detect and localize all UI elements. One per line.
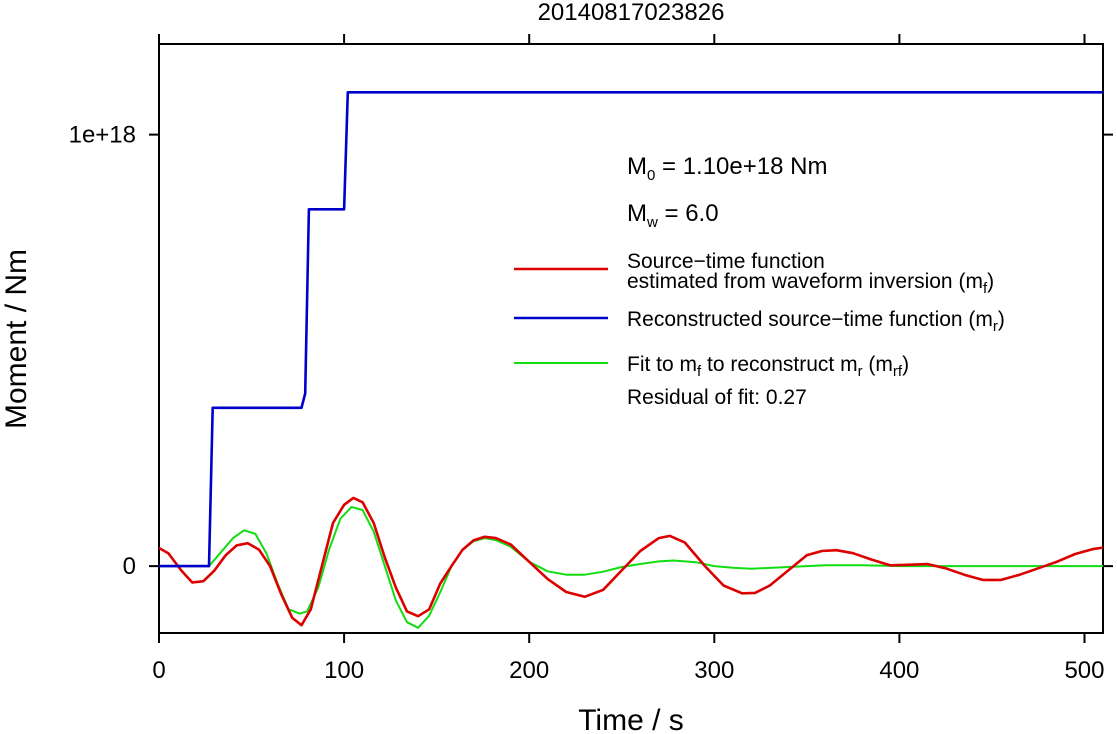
y-tick-label-0: 0 <box>123 553 136 580</box>
m0-annotation: M0 = 1.10e+18 Nm <box>627 153 827 184</box>
series-line-reconstructed <box>159 91 1103 568</box>
series-line-estimated <box>158 496 1104 627</box>
x-tick-label-0: 0 <box>152 657 165 684</box>
legend-label-reconstructed: Reconstructed source−time function (mr) <box>627 308 1005 335</box>
series-line-fit <box>159 506 1103 629</box>
x-tick-label-4: 400 <box>879 657 919 684</box>
legend-label-fit: Fit to mf to reconstruct mr (mrf) <box>627 353 909 380</box>
legend: Source−time function estimated from wave… <box>514 250 1005 409</box>
y-tick-label-1: 1e+18 <box>69 122 136 149</box>
tick-labels: 0 100 200 300 400 500 0 1e+18 <box>69 122 1105 684</box>
x-tick-label-2: 200 <box>509 657 549 684</box>
mw-annotation: Mw = 6.0 <box>627 200 719 231</box>
axis-ticks <box>149 34 1113 643</box>
x-tick-label-1: 100 <box>324 657 364 684</box>
y-axis-label: Moment / Nm <box>0 249 33 429</box>
x-tick-label-3: 300 <box>694 657 734 684</box>
legend-label-estimated-line1: Source−time function <box>627 250 825 273</box>
x-axis-label: Time / s <box>578 704 684 734</box>
residual-annotation: Residual of fit: 0.27 <box>627 386 807 409</box>
x-tick-label-5: 500 <box>1064 657 1104 684</box>
legend-label-estimated-line2: estimated from waveform inversion (mf) <box>627 270 994 297</box>
series-layer <box>158 91 1104 629</box>
chart-title: 20140817023826 <box>538 0 725 26</box>
plot-frame <box>158 43 1104 634</box>
